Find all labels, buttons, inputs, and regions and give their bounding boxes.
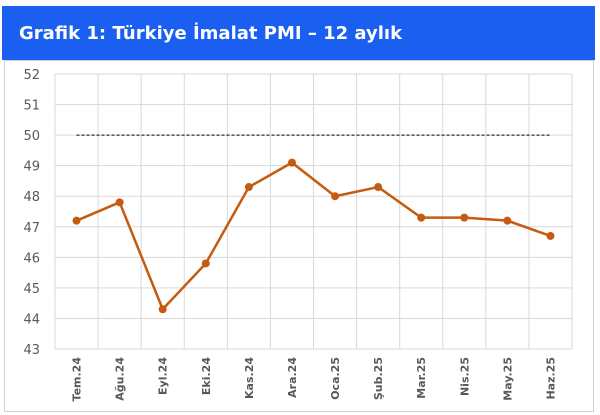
y-tick-label: 48 [23,190,40,205]
y-tick-label: 43 [23,343,40,358]
x-tick-label: Ara.24 [286,357,299,398]
data-point [201,259,210,268]
y-tick-label: 46 [23,251,40,266]
data-point [374,183,383,192]
chart-frame [4,60,594,412]
y-axis-ticks: 43 44 45 46 47 48 49 50 51 52 [23,68,40,358]
data-point [331,192,340,201]
data-point [546,231,555,240]
y-tick-label: 51 [23,99,40,114]
x-tick-label: Haz.25 [544,357,557,400]
x-tick-label: May.25 [501,357,514,401]
x-tick-label: Ağu.24 [114,357,127,401]
x-axis-ticks: Tem.24 Ağu.24 Eyl.24 Eki.24 Kas.24 Ara.24 Oca.… [71,357,558,402]
x-tick-label: Şub.25 [372,357,385,400]
y-tick-label: 45 [23,282,40,297]
chart-title-banner: Grafik 1: Türkiye İmalat PMI – 12 aylık [2,6,595,60]
series-pmi [72,158,555,314]
data-point [72,216,81,225]
x-tick-label: Eki.24 [200,357,213,395]
x-tick-label: Oca.25 [329,357,342,400]
data-point [287,158,296,167]
data-point [158,305,167,314]
y-tick-label: 50 [23,129,40,144]
data-point [503,216,512,225]
data-point [244,183,253,192]
data-point [417,213,426,222]
x-tick-label: Nis.25 [458,357,471,396]
grid-lines [54,73,573,350]
chart-title: Grafik 1: Türkiye İmalat PMI – 12 aylık [19,22,403,44]
y-tick-label: 52 [23,68,40,83]
x-tick-label: Kas.24 [243,357,256,399]
x-tick-label: Mar.25 [415,357,428,399]
y-tick-label: 44 [23,312,40,327]
data-point [115,198,124,207]
data-point [460,213,469,222]
y-tick-label: 47 [23,221,40,236]
y-tick-label: 49 [23,160,40,175]
x-tick-label: Eyl.24 [157,357,170,395]
series-line [76,161,551,311]
x-tick-label: Tem.24 [71,357,84,402]
